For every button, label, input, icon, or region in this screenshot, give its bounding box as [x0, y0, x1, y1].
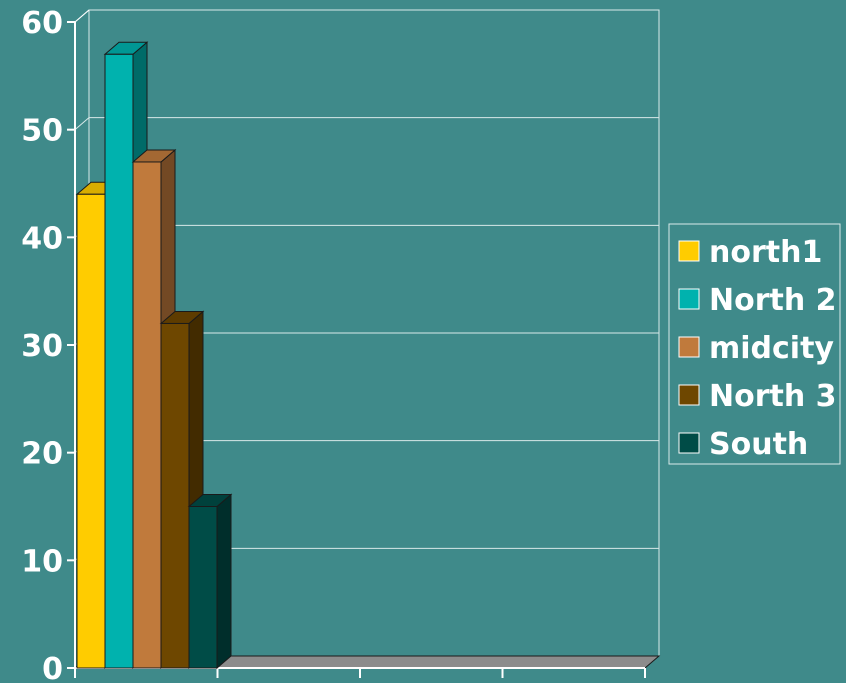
y-tick-label: 0 [42, 652, 63, 683]
legend: north1 North 2 midcity North 3 South [668, 223, 841, 465]
legend-item: north1 [678, 235, 822, 270]
y-tick-label: 10 [21, 544, 63, 579]
y-axis-depth-line [74, 9, 90, 23]
bar-side [216, 493, 232, 670]
legend-label: midcity [709, 331, 834, 366]
bar-front [76, 193, 106, 669]
legend-item: midcity [678, 331, 834, 366]
legend-swatch [678, 288, 700, 310]
legend-label: north1 [709, 235, 822, 270]
legend-box [668, 223, 841, 465]
bar-front [104, 53, 134, 669]
y-tick-label: 20 [21, 437, 63, 472]
legend-label: North 3 [709, 379, 837, 414]
legend-swatch [678, 432, 700, 454]
bar-front [160, 322, 190, 669]
legend-label: North 2 [709, 283, 837, 318]
y-tick-label: 30 [21, 329, 63, 364]
y-tick-label: 50 [21, 114, 63, 149]
bar-front [132, 161, 162, 669]
legend-item: North 3 [678, 379, 837, 414]
bar-south [187, 493, 233, 670]
legend-swatch [678, 240, 700, 262]
legend-item: South [678, 427, 808, 462]
legend-swatch [678, 336, 700, 358]
legend-item: North 2 [678, 283, 837, 318]
gridline-depth [74, 117, 90, 131]
y-tick-label: 40 [21, 221, 63, 256]
legend-label: South [709, 427, 808, 462]
y-axis-ticks: 0 10 20 30 40 50 60 [21, 6, 75, 683]
legend-swatch [678, 384, 700, 406]
y-tick-label: 60 [21, 6, 63, 41]
bar-front [188, 506, 218, 669]
bars [75, 41, 233, 670]
